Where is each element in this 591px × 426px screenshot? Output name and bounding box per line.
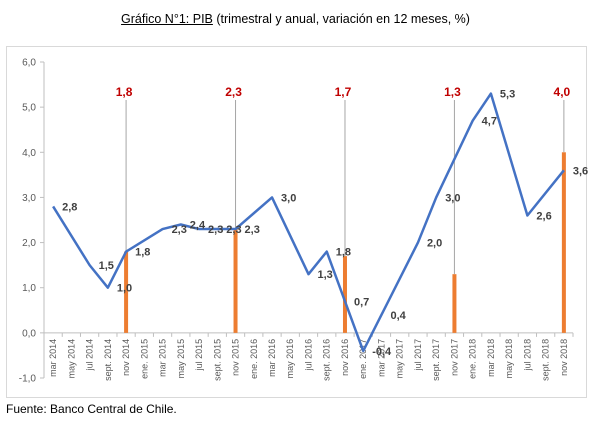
x-tick-label: may 2017: [395, 339, 405, 379]
chart-title-rest: (trimestral y anual, variación en 12 mes…: [212, 12, 470, 26]
x-tick-label: may 2016: [285, 339, 295, 379]
x-tick-label: nov 2014: [121, 339, 131, 376]
source-note: Fuente: Banco Central de Chile.: [6, 402, 177, 416]
x-tick-label: sept. 2016: [322, 339, 332, 381]
annual-bar: [561, 152, 566, 333]
y-tick-label: 5,0: [22, 103, 36, 114]
x-tick-label: jul 2016: [304, 339, 314, 372]
quarterly-data-label: 2,3: [245, 224, 260, 236]
quarterly-data-label: 2,6: [536, 210, 551, 222]
quarterly-data-label: 2,3: [226, 224, 241, 236]
annual-data-label: 1,3: [444, 85, 461, 99]
annual-data-label: 1,8: [116, 85, 133, 99]
quarterly-series-line: [52, 92, 565, 353]
x-tick-label: jul 2015: [194, 339, 204, 372]
x-tick-label: sept. 2018: [541, 339, 551, 381]
x-tick-label: mar 2017: [376, 339, 386, 377]
x-tick-label: sept. 2017: [431, 339, 441, 381]
x-tick-label: ene. 2017: [358, 339, 368, 379]
x-tick-label: ene. 2016: [249, 339, 259, 379]
chart-frame: [6, 46, 587, 398]
x-tick-label: may 2018: [504, 339, 514, 379]
chart-title-prefix: Gráfico N°1: PIB: [121, 12, 213, 26]
x-tick-label: mar 2018: [486, 339, 496, 377]
quarterly-data-label: 0,7: [354, 296, 369, 308]
x-tick-label: sept. 2014: [103, 339, 113, 381]
x-tick-label: jul 2014: [85, 339, 95, 372]
x-tick-label: mar 2016: [267, 339, 277, 377]
quarterly-data-label: 2,8: [62, 201, 77, 213]
y-tick-label: 6,0: [22, 58, 36, 69]
quarterly-data-label: 3,0: [281, 192, 296, 204]
chart-title: Gráfico N°1: PIB (trimestral y anual, va…: [0, 12, 591, 26]
annual-bar: [342, 256, 347, 333]
x-tick-label: nov 2016: [340, 339, 350, 376]
quarterly-data-label: 4,7: [482, 116, 497, 128]
quarterly-data-label: 5,3: [500, 89, 515, 101]
x-tick-label: ene. 2015: [139, 339, 149, 379]
quarterly-data-label: 1,8: [336, 247, 351, 259]
x-tick-label: nov 2017: [449, 339, 459, 376]
x-tick-label: may 2014: [66, 339, 76, 379]
annual-bar: [452, 274, 457, 333]
quarterly-data-label: 2,0: [427, 238, 442, 250]
quarterly-data-label: 1,8: [135, 247, 150, 259]
x-tick-label: nov 2015: [231, 339, 241, 376]
quarterly-data-label: 2,4: [190, 220, 206, 232]
quarterly-data-label: 1,0: [117, 283, 132, 295]
annual-data-label: 2,3: [225, 85, 242, 99]
annual-data-label: 4,0: [554, 85, 571, 99]
y-tick-label: 0,0: [22, 328, 36, 339]
x-tick-label: ene. 2018: [468, 339, 478, 379]
y-tick-label: 3,0: [22, 193, 36, 204]
y-tick-label: 1,0: [22, 283, 36, 294]
annual-bar: [233, 229, 238, 333]
y-tick-label: 4,0: [22, 148, 36, 159]
quarterly-data-label: 3,0: [445, 192, 460, 204]
quarterly-data-label: 2,3: [208, 224, 223, 236]
x-tick-label: sept. 2015: [212, 339, 222, 381]
quarterly-data-label: -0,4: [372, 346, 392, 358]
annual-bar: [124, 251, 129, 333]
x-tick-label: jul 2018: [522, 339, 532, 372]
annual-data-label: 1,7: [335, 85, 352, 99]
y-tick-label: 2,0: [22, 238, 36, 249]
y-tick-label: -1,0: [19, 374, 37, 385]
x-tick-label: mar 2015: [158, 339, 168, 377]
x-tick-label: mar 2014: [48, 339, 58, 377]
x-tick-label: jul 2017: [413, 339, 423, 372]
quarterly-data-label: 1,3: [318, 269, 333, 281]
x-tick-label: nov 2018: [559, 339, 569, 376]
x-tick-label: may 2015: [176, 339, 186, 379]
quarterly-data-label: 3,6: [573, 165, 588, 177]
quarterly-data-label: 1,5: [99, 260, 114, 272]
quarterly-data-label: 2,3: [172, 224, 187, 236]
quarterly-data-label: 0,4: [390, 310, 406, 322]
